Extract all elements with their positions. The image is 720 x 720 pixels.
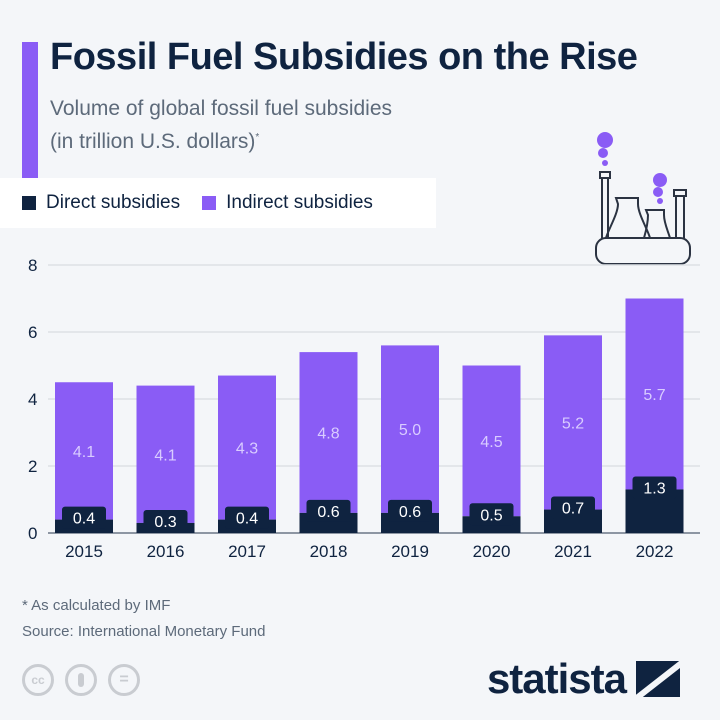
data-label-indirect: 5.7 [643,387,665,404]
direct-label-box [632,476,677,499]
legend-label-indirect: Indirect subsidies [226,192,373,213]
bar-indirect [462,365,521,517]
data-label-indirect: 4.1 [73,444,95,461]
data-label-indirect: 4.5 [480,434,502,451]
direct-label-box [388,499,432,522]
legend-swatch-indirect [202,196,217,210]
subtitle-line-2: (in trillion U.S. dollars)* [50,123,392,156]
subtitle-line-1: Volume of global fossil fuel subsidies [50,97,393,120]
x-tick-label: 2019 [391,542,429,561]
data-label-indirect: 5.2 [562,415,584,432]
x-tick-label: 2020 [473,542,511,561]
subtitle-footnote-mark: * [255,132,260,143]
x-tick-label: 2021 [554,542,592,561]
bar-indirect [544,335,602,510]
bar-indirect [55,382,113,520]
y-tick-label: 6 [28,323,37,342]
no-derivatives-icon[interactable]: = [108,664,140,696]
statista-logo[interactable]: statista [487,655,680,703]
x-tick-label: 2018 [310,542,348,561]
x-tick-label: 2015 [65,542,103,561]
brand-name: statista [486,655,627,702]
x-tick-label: 2017 [228,542,266,561]
legend-swatch-direct [22,196,36,210]
title-accent-bar [22,42,38,198]
legend: Direct subsidies Indirect subsidies [0,178,436,228]
direct-label-box [143,509,188,532]
statista-logo-mark-icon [636,661,680,697]
direct-label-box [306,499,351,522]
x-tick-label: 2016 [147,542,185,561]
data-label-direct: 0.3 [154,514,176,531]
data-label-indirect: 4.8 [317,426,339,443]
y-tick-label: 2 [28,457,37,476]
direct-label-box [469,503,514,526]
bar-indirect [381,345,439,513]
direct-label-box [551,496,595,519]
data-label-indirect: 5.0 [399,422,421,439]
y-tick-label: 8 [28,256,37,275]
y-tick-label: 4 [28,390,37,409]
data-label-direct: 0.6 [399,504,421,521]
data-label-direct: 0.6 [317,504,339,521]
data-label-direct: 0.4 [236,511,258,528]
subtitle-line-2-text: (in trillion U.S. dollars) [50,130,256,153]
direct-label-box [225,506,269,529]
data-label-direct: 0.7 [562,501,584,518]
attribution-icon[interactable] [65,664,97,696]
data-label-indirect: 4.1 [154,447,176,464]
bar-indirect [218,375,276,520]
data-label-direct: 0.4 [73,511,95,528]
bar-indirect [136,385,195,523]
bar-indirect [625,298,684,490]
chart-title: Fossil Fuel Subsidies on the Rise [50,36,638,78]
footnote: * As calculated by IMF [22,597,171,614]
direct-label-box [62,506,106,529]
data-label-direct: 0.5 [480,507,502,524]
chart-subtitle: Volume of global fossil fuel subsidies (… [50,94,392,156]
data-label-indirect: 4.3 [236,441,258,458]
bar-indirect [299,352,358,513]
y-tick-label: 0 [28,524,37,543]
legend-label-direct: Direct subsidies [46,192,181,213]
cc-icon[interactable]: cc [22,664,54,696]
data-label-direct: 1.3 [643,480,665,497]
x-tick-label: 2022 [636,542,674,561]
source: Source: International Monetary Fund [22,623,266,640]
